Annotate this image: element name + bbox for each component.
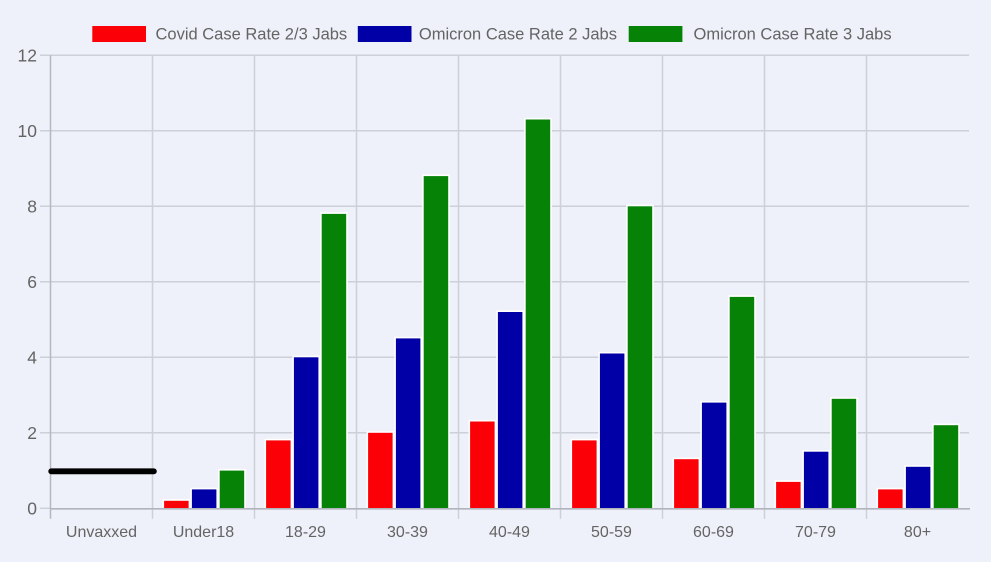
- svg-text:60-69: 60-69: [693, 524, 734, 541]
- svg-text:40-49: 40-49: [489, 524, 530, 541]
- svg-text:70-79: 70-79: [795, 524, 836, 541]
- svg-text:10: 10: [18, 121, 38, 141]
- svg-text:18-29: 18-29: [285, 524, 326, 541]
- svg-text:Omicron Case Rate 3 Jabs: Omicron Case Rate 3 Jabs: [694, 26, 892, 44]
- svg-text:80+: 80+: [904, 524, 931, 541]
- svg-text:6: 6: [27, 272, 37, 292]
- svg-text:Covid Case Rate 2/3 Jabs: Covid Case Rate 2/3 Jabs: [156, 26, 348, 44]
- svg-text:50-59: 50-59: [591, 524, 632, 541]
- svg-text:Unvaxxed: Unvaxxed: [66, 524, 137, 541]
- svg-text:2: 2: [27, 423, 37, 443]
- svg-text:4: 4: [27, 348, 37, 368]
- svg-text:Under18: Under18: [173, 524, 234, 541]
- svg-text:8: 8: [27, 197, 37, 217]
- svg-text:12: 12: [18, 46, 37, 66]
- svg-text:Omicron Case Rate 2 Jabs: Omicron Case Rate 2 Jabs: [419, 26, 617, 44]
- svg-text:0: 0: [27, 499, 37, 519]
- svg-text:30-39: 30-39: [387, 524, 428, 541]
